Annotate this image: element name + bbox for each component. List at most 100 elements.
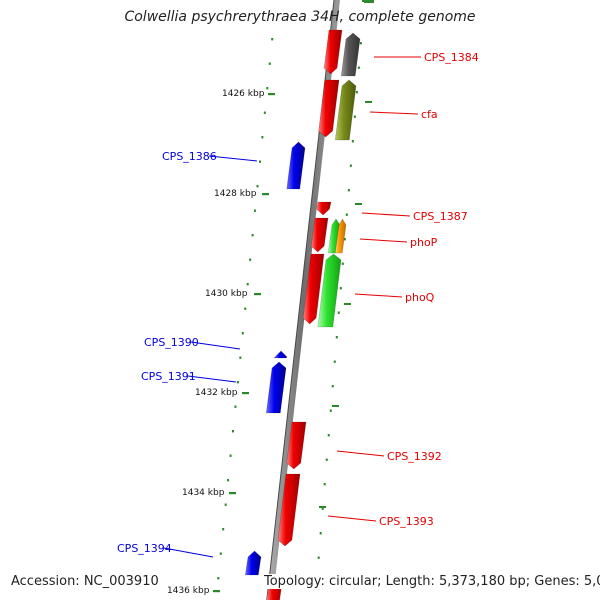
leader-line-forward bbox=[361, 212, 411, 217]
topology-value: Topology: circular; Length: 5,373,180 bp… bbox=[262, 574, 600, 589]
tick-dot-right bbox=[355, 91, 358, 94]
tick-dot-left bbox=[244, 307, 247, 310]
tick-dot-left bbox=[251, 234, 254, 237]
gene-cps-1393-red-body bbox=[277, 473, 301, 547]
gene-phoq-green-body bbox=[317, 253, 342, 328]
leader-line-reverse bbox=[190, 341, 241, 350]
gene-cps-1390-blue-body bbox=[273, 350, 288, 359]
gene-cps-1384-red bbox=[323, 29, 343, 75]
axis-band bbox=[266, 0, 340, 600]
tick-dot-right bbox=[349, 164, 352, 167]
tick-dot-right bbox=[343, 238, 346, 241]
gene-phop-red bbox=[310, 217, 329, 253]
tick-dot-right bbox=[319, 532, 322, 535]
kbp-labels: 1426 kbp 1428 kbp 1430 kbp 1432 kbp 1434 kbp… bbox=[167, 89, 275, 596]
kbp-label: 1434 kbp bbox=[182, 488, 225, 498]
genes bbox=[244, 0, 374, 600]
tick-dot-right bbox=[327, 434, 330, 437]
gene-cps-1392-red bbox=[286, 421, 307, 470]
gene-cps-1387-red-body bbox=[316, 201, 332, 216]
tick-dot-left bbox=[246, 283, 249, 286]
gene-label-forward: cfa bbox=[421, 108, 438, 121]
gene-phoq-red-body bbox=[302, 253, 325, 325]
tick-dot-left bbox=[234, 405, 237, 408]
kbp-label: 1432 kbp bbox=[195, 388, 238, 398]
tick-dot-right bbox=[339, 287, 342, 290]
tick-dot-left bbox=[239, 356, 242, 359]
gene-phop-red-body bbox=[310, 217, 329, 253]
tick-dot-left bbox=[266, 87, 269, 90]
topology-text: Topology: circular; Length: 5,373,180 bp… bbox=[262, 574, 600, 589]
kbp-tick bbox=[254, 293, 261, 296]
kbp-tick bbox=[262, 193, 269, 196]
tick-dot-right bbox=[353, 115, 356, 118]
tick-dot-right bbox=[333, 360, 336, 363]
tick-dot-right bbox=[351, 140, 354, 143]
gene-label-reverse: CPS_1391 bbox=[141, 370, 196, 383]
gene-cps-1394-blue-body bbox=[244, 550, 262, 576]
tick-dot-right bbox=[335, 336, 338, 339]
leader-line-forward bbox=[354, 293, 403, 298]
kbp-tick bbox=[229, 492, 236, 495]
gene-cps-1384-red-body bbox=[323, 29, 343, 75]
gene-phop-orange-body bbox=[334, 218, 347, 254]
tick-dash-right bbox=[319, 506, 326, 508]
gene-cps-1390-blue bbox=[273, 350, 288, 359]
tick-dot-left bbox=[222, 528, 225, 531]
map-title: Colwellia psychrerythraea 34H, complete … bbox=[124, 9, 476, 25]
tick-dash-right bbox=[332, 405, 339, 407]
leader-line-forward bbox=[369, 111, 419, 115]
leader-line-forward bbox=[327, 515, 377, 522]
leader-line-reverse bbox=[187, 375, 237, 383]
tick-dot-left bbox=[232, 430, 234, 433]
leader-line-reverse bbox=[208, 155, 258, 162]
tick-dot-left bbox=[256, 185, 259, 188]
accession-text: Accession: NC_003910 bbox=[9, 574, 161, 589]
gene-cps-1392-red-body bbox=[286, 421, 307, 470]
tick-dot-left bbox=[241, 332, 244, 335]
tick-dot-right bbox=[317, 556, 320, 559]
tick-dot-left bbox=[263, 111, 266, 114]
tick-dot-left bbox=[268, 62, 271, 65]
gene-label-forward: phoP bbox=[410, 236, 438, 249]
kbp-tick bbox=[268, 93, 275, 96]
gene-phop-orange bbox=[334, 218, 347, 254]
gene-label-reverse: CPS_1394 bbox=[117, 542, 172, 555]
tick-dash-right bbox=[355, 203, 362, 205]
tick-dots bbox=[217, 0, 372, 584]
tick-dot-right bbox=[345, 213, 348, 216]
tick-dot-left bbox=[236, 381, 239, 384]
gene-label-forward: CPS_1387 bbox=[413, 210, 468, 223]
gene-label-forward: CPS_1392 bbox=[387, 450, 442, 463]
gene-cps-1387-red bbox=[316, 201, 332, 216]
tick-dash-right bbox=[344, 303, 351, 305]
kbp-label: 1428 kbp bbox=[214, 189, 257, 199]
tick-dash-right bbox=[365, 101, 372, 103]
tick-dot-left bbox=[227, 479, 230, 482]
kbp-label: 1426 kbp bbox=[222, 89, 265, 99]
gene-cps-1391-blue-body bbox=[265, 361, 287, 414]
kbp-label: 1430 kbp bbox=[205, 289, 248, 299]
gene-cps-1393-red bbox=[277, 473, 301, 547]
tick-dot-right bbox=[337, 311, 340, 314]
tick-dot-right bbox=[357, 66, 360, 69]
gene-cps-1386-blue-body bbox=[286, 141, 306, 190]
kbp-label: 1436 kbp bbox=[167, 586, 210, 596]
tick-dot-left bbox=[261, 136, 264, 139]
gene-cps-1394-blue bbox=[244, 550, 262, 576]
tick-dot-right bbox=[341, 262, 344, 265]
tick-dot-right bbox=[321, 507, 324, 510]
leader-line-reverse bbox=[163, 547, 214, 558]
gene-cps-1384-gray-body bbox=[340, 32, 361, 77]
kbp-tick bbox=[213, 590, 220, 593]
gene-cfa-olive-body bbox=[334, 79, 357, 141]
leader-line-forward bbox=[336, 450, 385, 457]
gene-cfa-red-body bbox=[318, 79, 340, 138]
gene-cps-1391-blue bbox=[265, 361, 287, 414]
tick-dot-right bbox=[323, 483, 326, 486]
gene-label-forward: CPS_1393 bbox=[379, 515, 434, 528]
tick-dot-right bbox=[325, 458, 328, 461]
tick-dot-left bbox=[229, 454, 232, 457]
